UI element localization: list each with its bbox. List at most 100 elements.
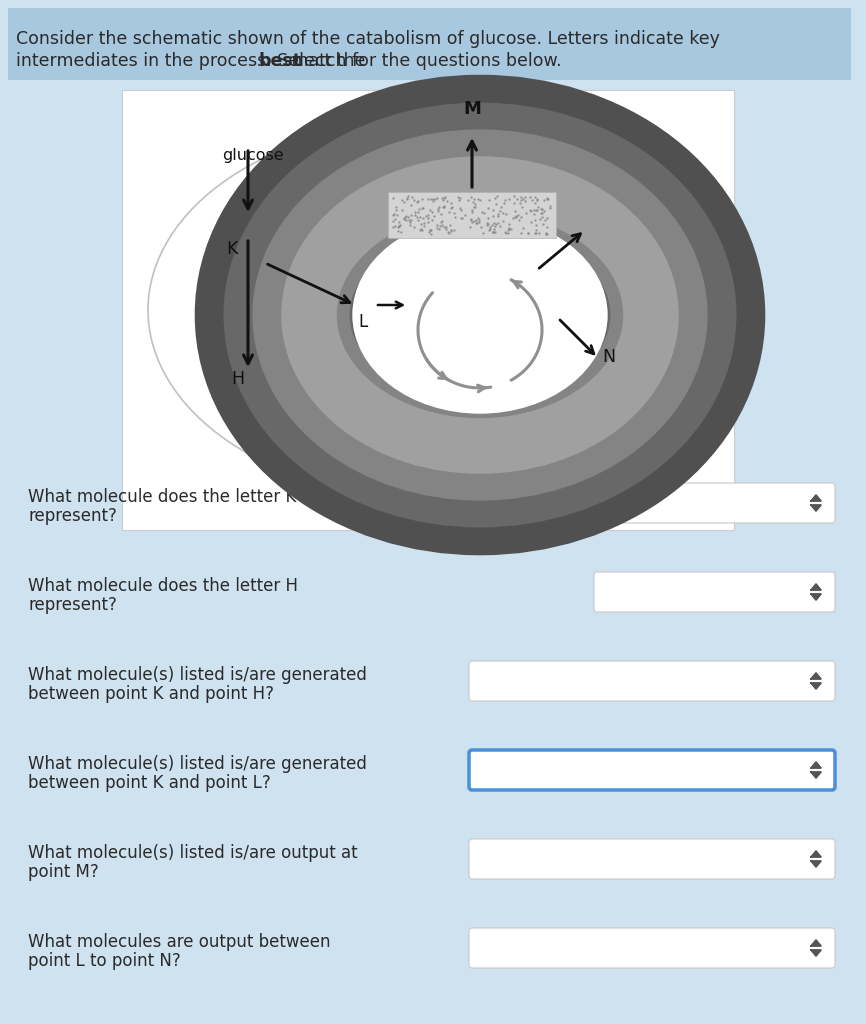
Point [527, 202, 541, 218]
Point [469, 199, 482, 215]
Point [540, 190, 553, 207]
Point [466, 214, 480, 230]
Polygon shape [811, 673, 821, 679]
Polygon shape [811, 594, 821, 600]
Point [495, 212, 509, 228]
Point [404, 212, 418, 228]
Point [508, 209, 522, 225]
Point [448, 209, 462, 225]
Point [489, 197, 503, 213]
Point [403, 214, 417, 230]
Point [531, 202, 545, 218]
Point [421, 210, 435, 226]
Point [440, 194, 454, 210]
Point [540, 218, 554, 234]
FancyBboxPatch shape [469, 662, 835, 701]
Point [417, 210, 430, 226]
Point [437, 199, 451, 215]
Point [506, 210, 520, 226]
Point [412, 201, 426, 217]
Point [518, 188, 532, 205]
Point [443, 222, 457, 239]
Point [407, 218, 421, 234]
Point [401, 188, 415, 205]
Point [464, 211, 478, 227]
Point [454, 200, 468, 216]
Point [528, 188, 542, 205]
Point [437, 189, 451, 206]
Text: glucose: glucose [222, 148, 284, 163]
Point [523, 188, 537, 205]
Point [469, 214, 483, 230]
Point [423, 222, 437, 239]
Point [514, 224, 527, 241]
Text: What molecule does the letter K: What molecule does the letter K [28, 488, 296, 506]
Point [435, 189, 449, 206]
Point [386, 213, 400, 229]
Point [386, 219, 400, 236]
Point [488, 217, 501, 233]
Point [494, 218, 507, 234]
Point [482, 220, 496, 237]
Point [527, 224, 541, 241]
FancyBboxPatch shape [594, 572, 835, 612]
Point [489, 216, 503, 232]
Point [434, 206, 448, 222]
Point [481, 215, 494, 231]
Point [526, 191, 540, 208]
Point [422, 223, 436, 240]
Point [467, 194, 481, 210]
Point [463, 219, 477, 236]
Point [461, 191, 475, 208]
Point [443, 224, 456, 241]
Point [392, 218, 406, 234]
Point [540, 190, 554, 207]
Point [538, 211, 552, 227]
Point [516, 220, 530, 237]
Point [535, 208, 549, 224]
Point [423, 190, 437, 207]
Point [543, 200, 557, 216]
Point [401, 209, 415, 225]
Point [501, 191, 515, 208]
Point [431, 199, 445, 215]
Point [476, 224, 490, 241]
Point [540, 189, 554, 206]
Point [404, 217, 417, 233]
Point [447, 221, 461, 238]
Point [417, 215, 430, 231]
Point [407, 193, 421, 209]
Point [394, 223, 408, 240]
Point [422, 207, 436, 223]
Point [454, 210, 468, 226]
Point [400, 189, 414, 206]
Point [502, 220, 516, 237]
Point [533, 202, 547, 218]
Point [515, 199, 529, 215]
Point [464, 212, 478, 228]
Point [540, 210, 553, 226]
Text: H: H [231, 370, 244, 388]
Point [415, 222, 429, 239]
Point [485, 217, 499, 233]
FancyBboxPatch shape [469, 928, 835, 968]
Point [397, 210, 411, 226]
Point [498, 191, 512, 208]
FancyBboxPatch shape [122, 90, 734, 530]
Point [411, 204, 425, 220]
Point [487, 202, 501, 218]
Point [410, 193, 424, 209]
Point [535, 205, 549, 221]
Text: represent?: represent? [28, 507, 117, 525]
Point [392, 218, 406, 234]
Point [477, 205, 491, 221]
Point [404, 207, 418, 223]
Text: N: N [602, 348, 615, 366]
Polygon shape [811, 495, 821, 501]
Point [483, 218, 497, 234]
Point [441, 224, 455, 241]
Point [528, 212, 542, 228]
Point [432, 221, 446, 238]
Point [426, 191, 440, 208]
Point [436, 213, 449, 229]
